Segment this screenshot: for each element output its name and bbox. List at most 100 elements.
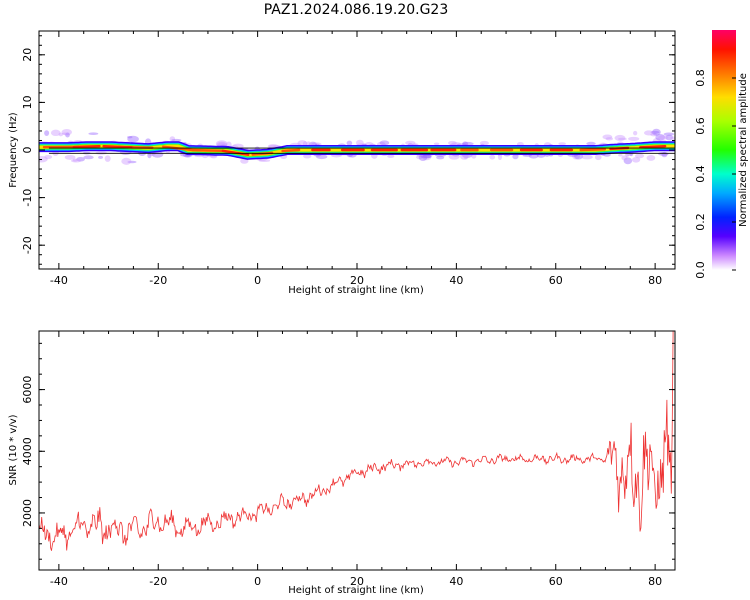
spectrogram-speckle (83, 155, 94, 160)
spectrogram-speckle (617, 137, 627, 141)
spectrogram-speckle (171, 138, 182, 142)
ridge-peak-segment (102, 144, 135, 149)
spectrogram-speckle (387, 154, 395, 159)
spectrogram-speckle (121, 157, 132, 165)
spectrogram-speckle (127, 160, 137, 164)
spectrogram-speckle (44, 130, 50, 136)
ridge-peak-segment (191, 148, 224, 153)
spectrogram-speckle (70, 159, 82, 163)
x-tick-label: -20 (149, 274, 167, 287)
x-tick-label: 0 (254, 575, 261, 588)
spectrogram-speckle (581, 154, 593, 160)
y-tick-label: -20 (21, 236, 34, 254)
spectrogram-speckle (240, 158, 249, 164)
spectrogram-speckle (151, 150, 164, 158)
x-tick-label: 20 (350, 575, 364, 588)
spectrogram-speckle (50, 129, 61, 137)
colorbar-tick-label: 0.2 (694, 213, 707, 231)
snr-series-line (39, 331, 675, 551)
spectrogram-speckle (512, 153, 519, 160)
ridge-peak-segment (639, 144, 667, 149)
spectrogram-speckle (522, 154, 532, 157)
spectrogram-speckle (658, 135, 669, 140)
x-tick-label: 0 (254, 274, 261, 287)
x-tick-label: 40 (449, 575, 463, 588)
spectrogram-speckle (652, 128, 661, 136)
spectrogram-speckle (479, 140, 489, 146)
y-tick-label: 10 (21, 95, 34, 109)
spectrogram-speckle (497, 153, 503, 161)
spectrogram-speckle (621, 155, 628, 161)
spectrogram-speckle (451, 142, 461, 146)
spectrogram-speckle (355, 139, 364, 146)
y-tick-label: 6000 (21, 376, 34, 404)
spectrogram-speckle (72, 158, 78, 162)
colorbar-label: Normalized spectral amplitude (738, 73, 749, 227)
x-tick-label: -40 (50, 274, 68, 287)
y-tick-label: 4000 (21, 437, 34, 465)
spectrogram-speckle (614, 134, 626, 141)
spectrogram-speckle (76, 156, 85, 162)
spectrogram-speckle (303, 153, 312, 159)
spectrogram-speckle (422, 154, 432, 159)
spectrogram-panel: -40 -20 0 20 40 60 80 -20 -10 0 10 20 Height of st… (8, 30, 676, 296)
spectrogram-speckle (558, 142, 566, 146)
x-tick-label: 20 (350, 274, 364, 287)
x-tick-label: 60 (549, 575, 563, 588)
spectrogram-speckle (379, 140, 390, 146)
spectrogram-speckle (670, 136, 675, 140)
y-tick-label: 20 (21, 48, 34, 62)
spectrogram-speckle (64, 154, 76, 160)
spectrogram-image (39, 128, 675, 165)
spectrogram-speckle (631, 157, 641, 163)
spectrogram-speckle (418, 154, 428, 161)
spectrogram-speckle (650, 130, 660, 134)
spectrogram-speckle (605, 137, 614, 141)
spectrogram-speckle (633, 130, 638, 136)
snr-x-label: Height of straight line (km) (288, 585, 424, 596)
y-tick-label: 2000 (21, 499, 34, 527)
spectrogram-speckle (61, 128, 72, 136)
spectrogram-speckle (315, 154, 328, 160)
spectrogram-speckle (405, 140, 416, 146)
spectrogram-speckle (658, 151, 669, 156)
colorbar-tick-label: 0.0 (694, 261, 707, 279)
snr-y-label: SNR (10 * v/v) (8, 414, 19, 485)
spectrogram-speckle (602, 134, 613, 140)
ridge-peak-segment (579, 148, 607, 152)
spectrogram-speckle (58, 132, 64, 137)
y-tick-label: -10 (21, 189, 34, 207)
spectrogram-speckle (297, 140, 308, 147)
spectrogram-speckle (643, 130, 654, 136)
spectrogram-speckle (422, 154, 432, 161)
spectrogram-speckle (618, 154, 623, 157)
snr-plot-area (39, 331, 675, 570)
colorbar-tick-label: 0.8 (694, 69, 707, 87)
spectrogram-speckle (39, 156, 48, 163)
spectrogram-speckle (62, 132, 68, 135)
spectrogram-speckle (436, 155, 445, 160)
snr-y-ticks: 2000 4000 6000 (21, 342, 675, 560)
spectrogram-speckle (646, 154, 656, 161)
spectrogram-speckle (650, 132, 658, 137)
spectrogram-speckle (202, 155, 208, 159)
x-tick-label: -40 (50, 575, 68, 588)
colorbar-ticks: 0.0 0.2 0.4 0.6 0.8 (694, 69, 736, 279)
spectrogram-speckle (594, 154, 602, 161)
spectrogram-speckle (448, 140, 457, 146)
x-tick-label: -20 (149, 575, 167, 588)
ridge-peak-segment (72, 144, 101, 149)
chart-title: PAZ1.2024.086.19.20.G23 (264, 2, 449, 18)
colorbar: 0.0 0.2 0.4 0.6 0.8 Normalized spectral ampl… (694, 30, 749, 279)
spectrogram-speckle (433, 142, 440, 146)
spectrogram-speckle (420, 154, 432, 159)
x-tick-label: 60 (549, 274, 563, 287)
spectrogram-speckle (44, 154, 53, 160)
spectrogram-speckle (634, 153, 645, 159)
snr-panel: -40 -20 0 20 40 60 80 2000 4000 6000 Height of s… (8, 330, 676, 596)
spectrogram-speckle (127, 135, 133, 139)
spectrogram-speckle (628, 136, 640, 141)
spectrogram-speckle (665, 134, 674, 141)
spectrogram-speckle (346, 140, 353, 146)
